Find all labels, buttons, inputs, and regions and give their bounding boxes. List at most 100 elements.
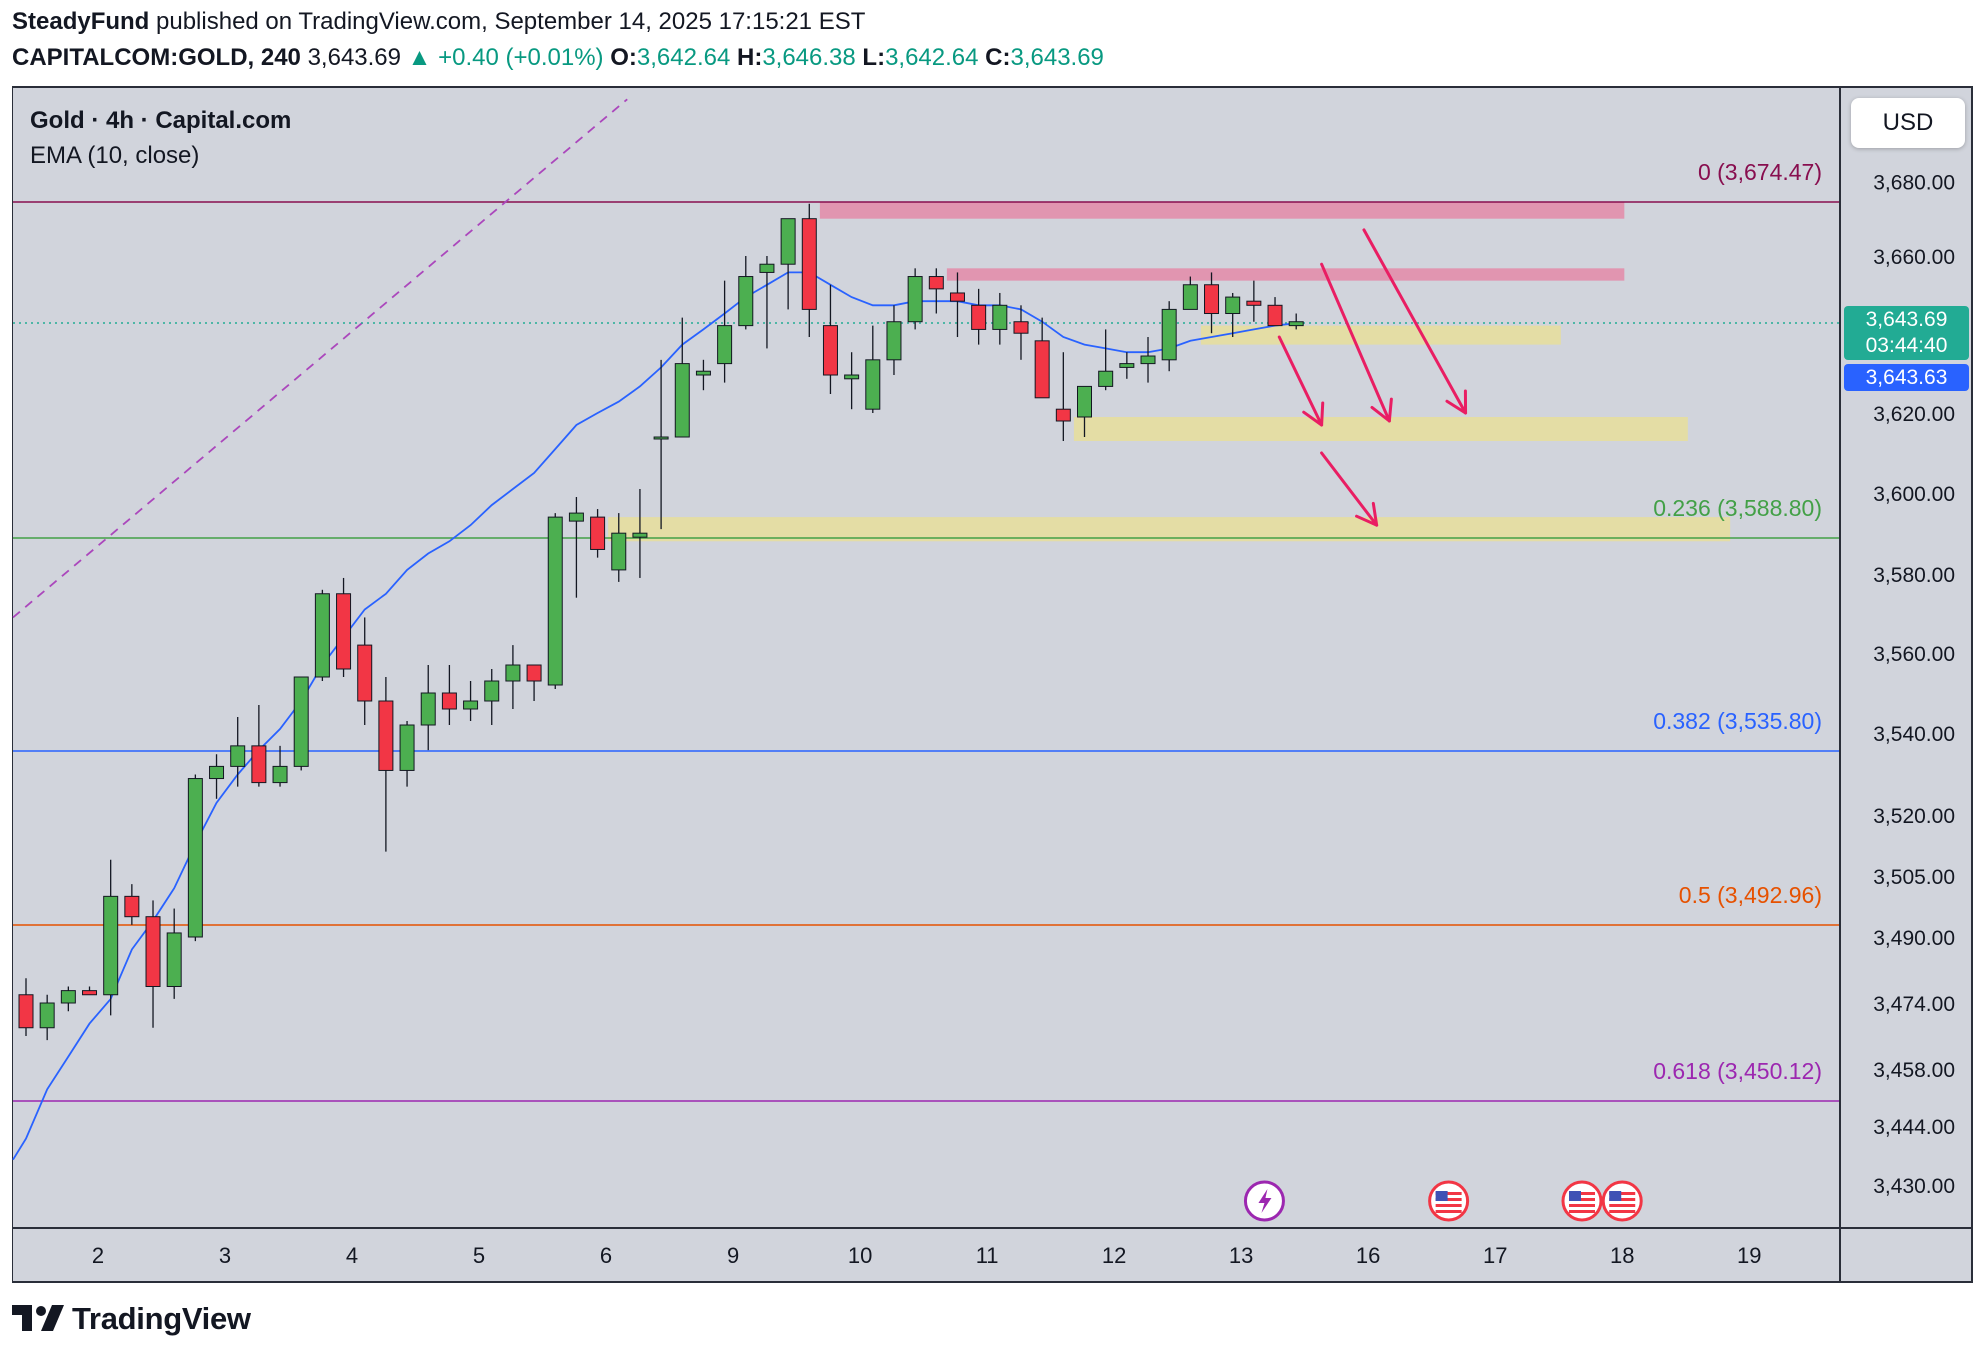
- candle-13[interactable]: [293, 676, 309, 771]
- resistance-zone-1[interactable]: [946, 268, 1625, 281]
- candle-35[interactable]: [759, 256, 775, 349]
- candle-47[interactable]: [1013, 305, 1029, 360]
- candle-42[interactable]: [907, 268, 923, 330]
- author-name[interactable]: SteadyFund: [12, 8, 150, 35]
- candle-18[interactable]: [399, 721, 415, 787]
- candle-38[interactable]: [822, 284, 838, 395]
- candle-40[interactable]: [865, 325, 881, 413]
- candle-1[interactable]: [39, 994, 55, 1041]
- candle-29[interactable]: [632, 489, 648, 578]
- legend-title[interactable]: Gold · 4h · Capital.com: [30, 107, 291, 134]
- price-axis[interactable]: [1841, 88, 1971, 1227]
- candle-45[interactable]: [971, 288, 987, 345]
- down-arrow-2[interactable]: [1362, 228, 1468, 415]
- candle-3[interactable]: [82, 986, 98, 996]
- candle-39[interactable]: [844, 352, 860, 410]
- target-zone-2[interactable]: [1200, 325, 1561, 345]
- candle-53[interactable]: [1140, 337, 1156, 383]
- plot-background[interactable]: [13, 88, 1839, 1227]
- candle-41[interactable]: [886, 305, 902, 376]
- lightning-event-icon[interactable]: [1243, 1180, 1285, 1222]
- y-tick-label: 3,680.00: [1873, 171, 1955, 194]
- candle-12[interactable]: [272, 745, 288, 787]
- candle-59[interactable]: [1267, 297, 1283, 327]
- candle-30[interactable]: [653, 359, 669, 530]
- candle-9[interactable]: [209, 754, 225, 799]
- candle-body-36: [780, 218, 796, 265]
- candle-34[interactable]: [738, 256, 754, 330]
- candle-0[interactable]: [18, 978, 34, 1036]
- flag-stripe: [1568, 1210, 1595, 1213]
- candle-15[interactable]: [336, 577, 352, 677]
- dashed-trend-line[interactable]: [12, 98, 628, 619]
- candle-6[interactable]: [145, 900, 161, 1028]
- candle-36[interactable]: [780, 218, 796, 310]
- candle-7[interactable]: [166, 908, 182, 999]
- candle-11[interactable]: [251, 705, 267, 787]
- candle-14[interactable]: [314, 589, 330, 681]
- y-tick-label: 3,430.00: [1873, 1175, 1955, 1198]
- candle-27[interactable]: [590, 509, 606, 558]
- legend-indicator[interactable]: EMA (10, close): [30, 142, 199, 169]
- target-zone-4[interactable]: [608, 517, 1731, 542]
- candle-17[interactable]: [378, 677, 394, 852]
- candle-46[interactable]: [992, 292, 1008, 345]
- candle-body-11: [251, 745, 267, 784]
- candle-body-28: [611, 532, 627, 571]
- us-flag-event-icon[interactable]: [1601, 1180, 1643, 1222]
- candle-32[interactable]: [695, 359, 711, 391]
- candle-20[interactable]: [441, 665, 457, 725]
- currency-button[interactable]: USD: [1851, 98, 1965, 148]
- candle-57[interactable]: [1225, 292, 1241, 338]
- fib-label-0.618: 0.618 (3,450.12): [1653, 1058, 1822, 1084]
- candle-body-15: [336, 593, 352, 670]
- candle-44[interactable]: [949, 272, 965, 338]
- y-tick-label: 3,540.00: [1873, 723, 1955, 746]
- candle-23[interactable]: [505, 645, 521, 709]
- us-flag-event-icon[interactable]: [1561, 1180, 1603, 1222]
- candle-21[interactable]: [463, 681, 479, 721]
- candle-48[interactable]: [1034, 317, 1050, 399]
- candle-33[interactable]: [717, 280, 733, 383]
- down-arrow-1[interactable]: [1320, 262, 1393, 423]
- down-arrow-3[interactable]: [1320, 451, 1379, 527]
- candle-43[interactable]: [928, 268, 944, 314]
- candle-2[interactable]: [60, 986, 76, 1012]
- resistance-zone-0[interactable]: [819, 201, 1625, 219]
- candle-58[interactable]: [1246, 280, 1262, 322]
- ema-line[interactable]: [12, 271, 1297, 1161]
- candle-37[interactable]: [801, 203, 817, 338]
- us-flag-event-icon[interactable]: [1428, 1180, 1470, 1222]
- candle-10[interactable]: [230, 717, 246, 787]
- target-zone-3[interactable]: [1073, 417, 1688, 441]
- down-arrow-0[interactable]: [1277, 335, 1325, 427]
- time-axis[interactable]: [13, 1229, 1839, 1281]
- candle-4[interactable]: [103, 859, 119, 1016]
- candle-56[interactable]: [1204, 272, 1220, 334]
- candle-49[interactable]: [1055, 352, 1071, 441]
- candle-19[interactable]: [420, 665, 436, 751]
- candle-31[interactable]: [674, 317, 690, 438]
- ohlc-header: CAPITALCOM:GOLD, 240 3,643.69 ▲ +0.40 (+…: [12, 44, 1104, 72]
- candle-5[interactable]: [124, 884, 140, 925]
- candle-55[interactable]: [1182, 276, 1198, 310]
- candle-28[interactable]: [611, 513, 627, 582]
- candle-16[interactable]: [357, 617, 373, 725]
- candle-26[interactable]: [568, 497, 584, 598]
- candle-25[interactable]: [547, 513, 563, 689]
- x-tick-label: 3: [219, 1243, 231, 1268]
- x-tick-label: 5: [473, 1243, 485, 1268]
- candle-body-0: [18, 994, 34, 1029]
- candle-50[interactable]: [1077, 385, 1092, 437]
- tradingview-logo[interactable]: TradingView: [12, 1301, 251, 1337]
- candle-24[interactable]: [526, 664, 542, 701]
- candle-52[interactable]: [1119, 352, 1135, 379]
- candle-60[interactable]: [1288, 313, 1304, 330]
- candle-54[interactable]: [1161, 301, 1177, 372]
- flag-stripe: [1568, 1192, 1595, 1195]
- candle-8[interactable]: [187, 774, 203, 942]
- candle-22[interactable]: [484, 669, 500, 725]
- candle-body-56: [1204, 284, 1220, 315]
- candle-51[interactable]: [1098, 329, 1114, 391]
